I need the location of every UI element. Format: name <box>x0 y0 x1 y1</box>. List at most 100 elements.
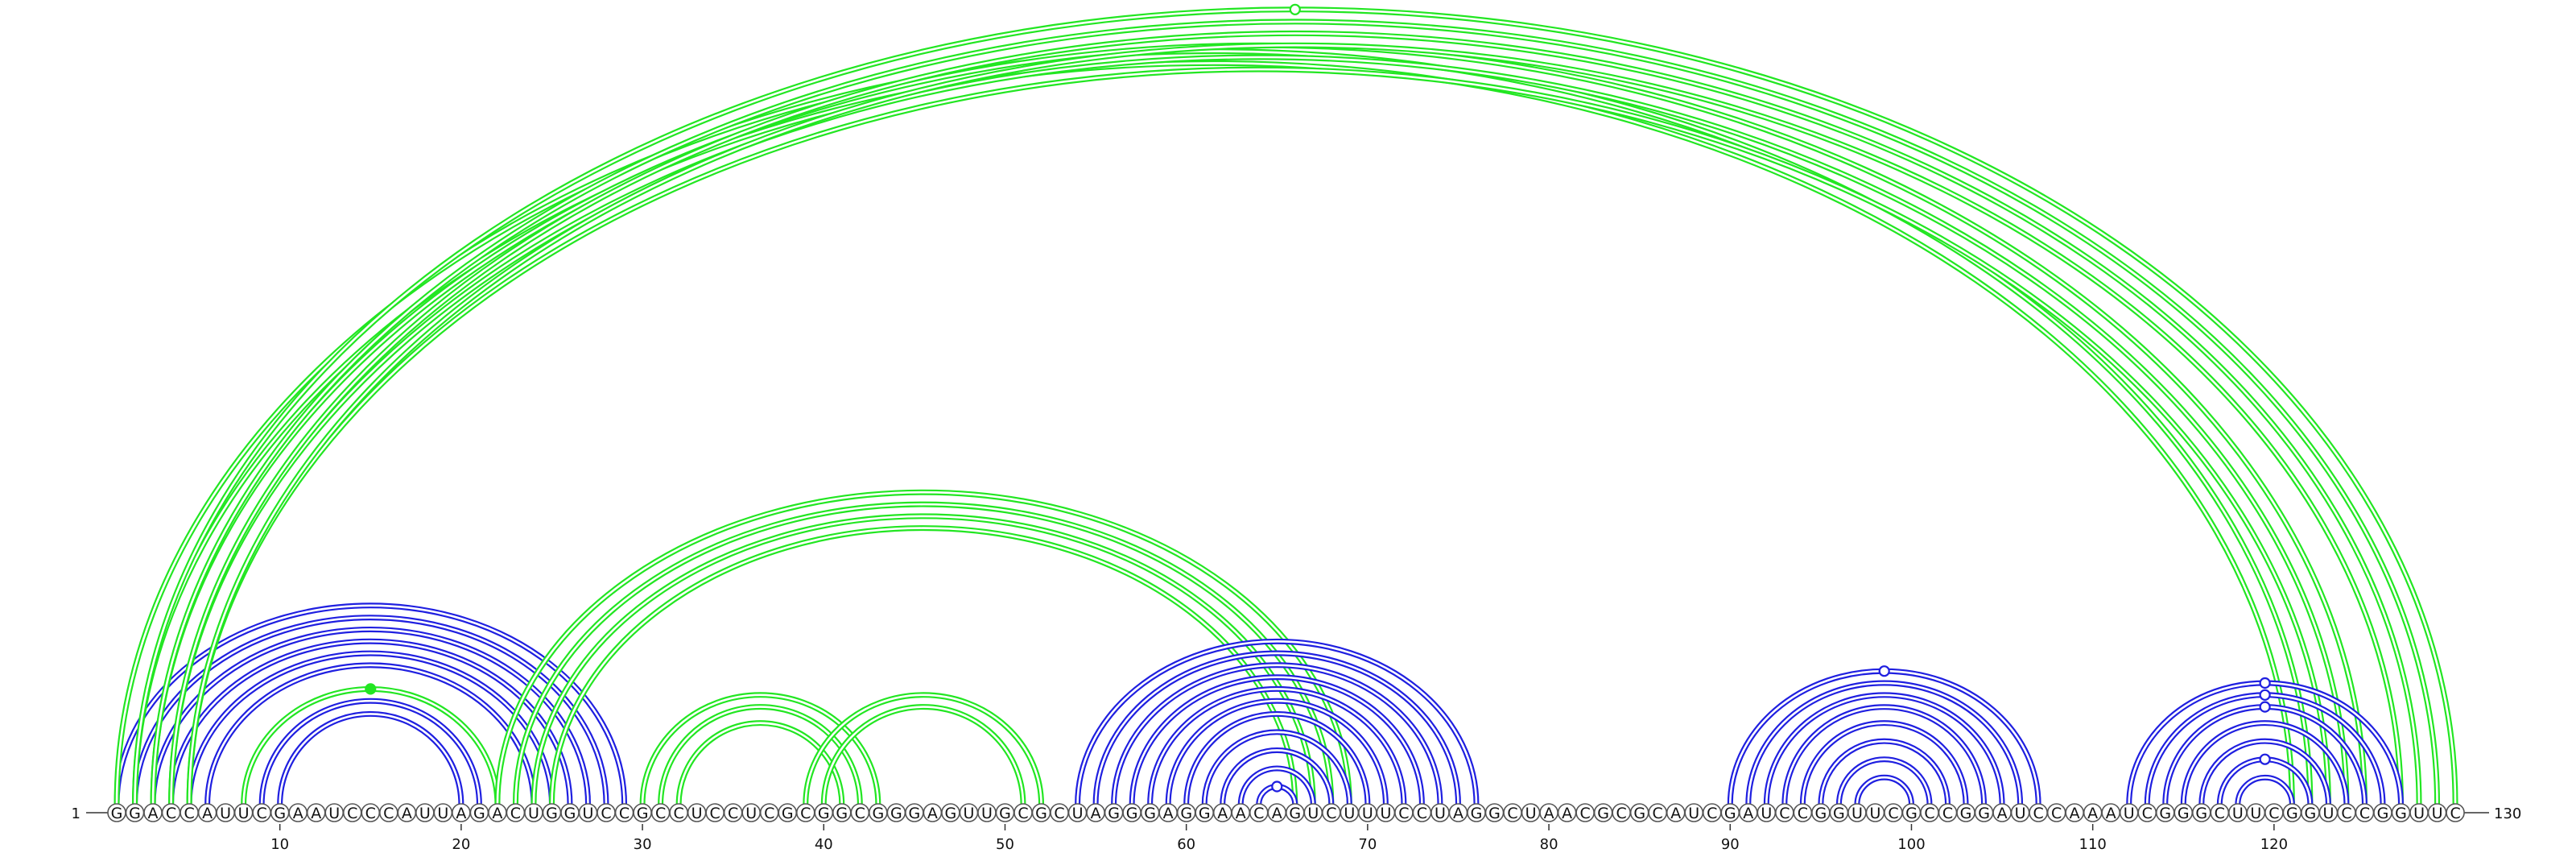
nucleotide-letter: C <box>1417 805 1427 822</box>
nucleotide-letter: C <box>800 805 811 822</box>
nucleotide: U <box>324 803 345 822</box>
base-pair-arc <box>1854 774 1914 805</box>
nucleotide: C <box>2137 803 2157 822</box>
nucleotide: U <box>578 803 598 822</box>
nucleotide-letter: C <box>1326 805 1336 822</box>
nucleotide-letter: C <box>2033 805 2043 822</box>
nucleotide: U <box>1521 803 1541 822</box>
nucleotide: C <box>1412 803 1432 822</box>
nucleotide-letter: C <box>1253 805 1264 822</box>
nucleotide: C <box>252 803 271 822</box>
nucleotide-letter: U <box>2322 805 2334 822</box>
base-pair-arc <box>114 48 2314 805</box>
nucleotide-letter: U <box>1380 805 1391 822</box>
nucleotide-letter: A <box>1670 805 1681 822</box>
nucleotide: G <box>886 803 906 822</box>
nucleotide: C <box>705 803 724 822</box>
tick-label: 100 <box>1897 836 1925 853</box>
pair-marker-dot <box>2259 753 2271 765</box>
nucleotide: G <box>869 803 888 822</box>
nucleotide: A <box>452 803 471 822</box>
base-pair-arc <box>1727 668 2041 805</box>
nucleotide-letter: A <box>2106 805 2116 822</box>
base-pair-arcs <box>114 6 2458 805</box>
nucleotide: U <box>1865 803 1885 822</box>
nucleotide-letter: C <box>2268 805 2279 822</box>
base-pair-arc <box>1799 720 1969 805</box>
nucleotide-letter: C <box>1924 805 1934 822</box>
nucleotide: C <box>342 803 362 822</box>
nucleotide: A <box>1158 803 1178 822</box>
base-pair-arc <box>1220 747 1335 805</box>
nucleotide: A <box>143 803 163 822</box>
nucleotide-letter: G <box>909 805 921 822</box>
nucleotide-letter: U <box>1072 805 1084 822</box>
nucleotide-letter: U <box>328 805 340 822</box>
nucleotide: U <box>2010 803 2030 822</box>
nucleotide-letter: A <box>402 805 412 822</box>
base-pair-arc <box>1183 710 1371 805</box>
nucleotide: A <box>1666 803 1686 822</box>
nucleotide-letter: C <box>1888 805 1898 822</box>
nucleotide: A <box>2065 803 2084 822</box>
nucleotide-letter: G <box>1960 805 1972 822</box>
nucleotide-letter: U <box>583 805 594 822</box>
nucleotide: A <box>1267 803 1287 822</box>
nucleotide-letter: G <box>2178 805 2190 822</box>
nucleotide: C <box>1249 803 1269 822</box>
arc-markers <box>365 3 2271 793</box>
nucleotide-letter: C <box>166 805 176 822</box>
base-pair-arc <box>114 602 628 805</box>
pair-marker-dot <box>1271 780 1283 793</box>
tick-label: 90 <box>1721 836 1740 853</box>
nucleotide-letter: G <box>945 805 957 822</box>
nucleotide: C <box>2446 803 2465 822</box>
base-pair-arc <box>1745 680 2024 805</box>
nucleotide: G <box>2192 803 2211 822</box>
nucleotide-letter: U <box>745 805 757 822</box>
nucleotide: G <box>270 803 290 822</box>
pair-marker-dot <box>2259 701 2271 713</box>
base-pair-arc <box>1129 674 1425 805</box>
nucleotide-letter: U <box>2432 805 2443 822</box>
nucleotide-letter: G <box>1471 805 1483 822</box>
nucleotide: G <box>905 803 924 822</box>
nucleotide-letter: C <box>2142 805 2153 822</box>
nucleotide: A <box>1448 803 1468 822</box>
nucleotide: C <box>1793 803 1813 822</box>
nucleotide: U <box>1684 803 1704 822</box>
nucleotide: G <box>542 803 562 822</box>
position-ticks: 10 20 30 40 50 60 70 80 90 100 110 120 <box>270 824 2288 853</box>
nucleotide-letter: G <box>1035 805 1047 822</box>
nucleotide-letter: G <box>1199 805 1211 822</box>
nucleotide-letter: G <box>1633 805 1645 822</box>
nucleotide-letter: U <box>1852 805 1863 822</box>
nucleotide-letter: A <box>1236 805 1246 822</box>
nucleotide-letter: C <box>1653 805 1663 822</box>
base-pair-arc <box>1763 692 2005 805</box>
nucleotide: G <box>1593 803 1613 822</box>
nucleotide-letter: C <box>510 805 521 822</box>
nucleotide-letter: U <box>1869 805 1880 822</box>
base-pair-arc <box>150 19 2441 805</box>
nucleotide: C <box>2046 803 2066 822</box>
nucleotide-letter: U <box>2250 805 2261 822</box>
nucleotide: A <box>1739 803 1758 822</box>
nucleotide: U <box>2427 803 2447 822</box>
nucleotide-letter: C <box>383 805 394 822</box>
nucleotide: G <box>1829 803 1849 822</box>
nucleotide: G <box>832 803 852 822</box>
nucleotide-letter: U <box>1307 805 1319 822</box>
nucleotide-letter: G <box>111 805 123 822</box>
base-pair-arc <box>1818 738 1951 805</box>
nucleotide: G <box>995 803 1015 822</box>
nucleotide: A <box>306 803 326 822</box>
nucleotide: G <box>2174 803 2194 822</box>
nucleotide-letter: G <box>637 805 649 822</box>
nucleotide: G <box>2282 803 2302 822</box>
nucleotide: G <box>941 803 960 822</box>
nucleotide: A <box>1212 803 1232 822</box>
nucleotide-letter: A <box>927 805 938 822</box>
nucleotide-letter: C <box>1779 805 1790 822</box>
